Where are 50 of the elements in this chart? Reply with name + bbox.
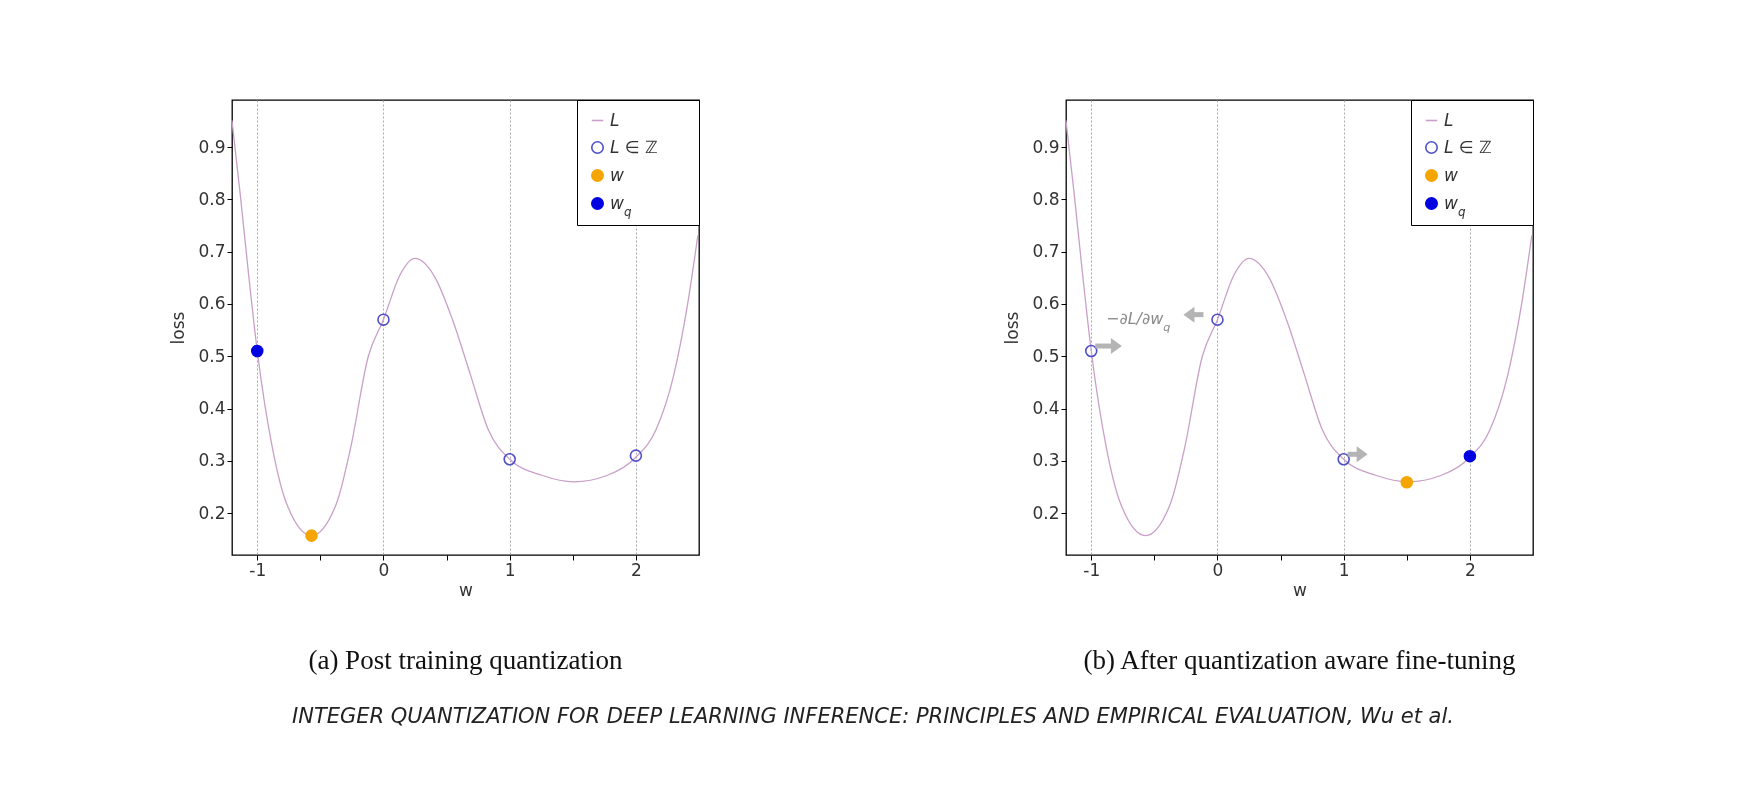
legend-label: w$_{q}$ bbox=[1444, 192, 1466, 219]
x-tick-label: 2 bbox=[630, 559, 642, 580]
legend-label: w bbox=[1444, 164, 1458, 185]
x-axis-title: w bbox=[1293, 579, 1308, 600]
text: (b) After quantization aware fine-tuning bbox=[1083, 645, 1516, 675]
x-tick-label: 0 bbox=[378, 559, 390, 580]
y-tick-label: 0.5 bbox=[198, 345, 226, 366]
point bbox=[1211, 313, 1224, 326]
legend-label: L ∈ ℤ bbox=[1444, 136, 1492, 157]
y-tick-label: 0.6 bbox=[198, 293, 226, 314]
x-tick-label: -1 bbox=[1083, 559, 1101, 580]
y-tick-label: 0.9 bbox=[198, 136, 226, 157]
y-tick-label: 0.2 bbox=[198, 502, 226, 523]
point bbox=[1084, 344, 1098, 358]
y-tick-label: 0.8 bbox=[1032, 188, 1060, 209]
y-tick-label: 0.7 bbox=[1032, 241, 1060, 262]
point bbox=[377, 313, 390, 326]
annotation: −∂L/∂w$_{q}$ bbox=[1106, 309, 1171, 334]
y-tick-label: 0.6 bbox=[1032, 293, 1060, 314]
legend-label: L ∈ ℤ bbox=[610, 136, 658, 157]
text: (a) Post training quantization bbox=[308, 645, 624, 675]
legend-label: L bbox=[610, 109, 620, 130]
x-tick-label: 0 bbox=[1212, 559, 1224, 580]
point bbox=[1400, 476, 1414, 489]
point bbox=[503, 453, 516, 466]
x-tick-label: 2 bbox=[1464, 559, 1476, 580]
y-tick-label: 0.4 bbox=[198, 398, 226, 419]
point bbox=[305, 529, 318, 542]
point bbox=[1463, 449, 1477, 463]
y-axis-title: loss bbox=[1002, 311, 1023, 345]
y-tick-label: 0.3 bbox=[1032, 450, 1060, 471]
x-tick-label: 1 bbox=[1338, 559, 1350, 580]
y-tick-label: 0.7 bbox=[198, 241, 226, 262]
x-tick-label: 1 bbox=[504, 559, 516, 580]
y-tick-label: 0.9 bbox=[1032, 136, 1060, 157]
legend-label: L bbox=[1444, 109, 1454, 130]
point bbox=[1337, 453, 1350, 466]
legend-label: w$_{q}$ bbox=[610, 192, 632, 219]
x-tick-label: -1 bbox=[249, 559, 267, 580]
x-axis-title: w bbox=[459, 579, 474, 600]
legend-label: w bbox=[610, 164, 624, 185]
y-tick-label: 0.3 bbox=[198, 450, 226, 471]
point bbox=[629, 449, 643, 462]
y-tick-label: 0.2 bbox=[1032, 502, 1060, 523]
y-tick-label: 0.8 bbox=[198, 188, 226, 209]
y-axis-title: loss bbox=[168, 311, 189, 345]
text: INTEGER QUANTIZATION FOR DEEP LEARNING INFERENCE: PRINCIPLES AND EMPIRICAL EVALUATION, Wu et al. bbox=[291, 704, 1455, 728]
y-tick-label: 0.4 bbox=[1032, 398, 1060, 419]
point bbox=[250, 344, 264, 358]
y-tick-label: 0.5 bbox=[1032, 345, 1060, 366]
